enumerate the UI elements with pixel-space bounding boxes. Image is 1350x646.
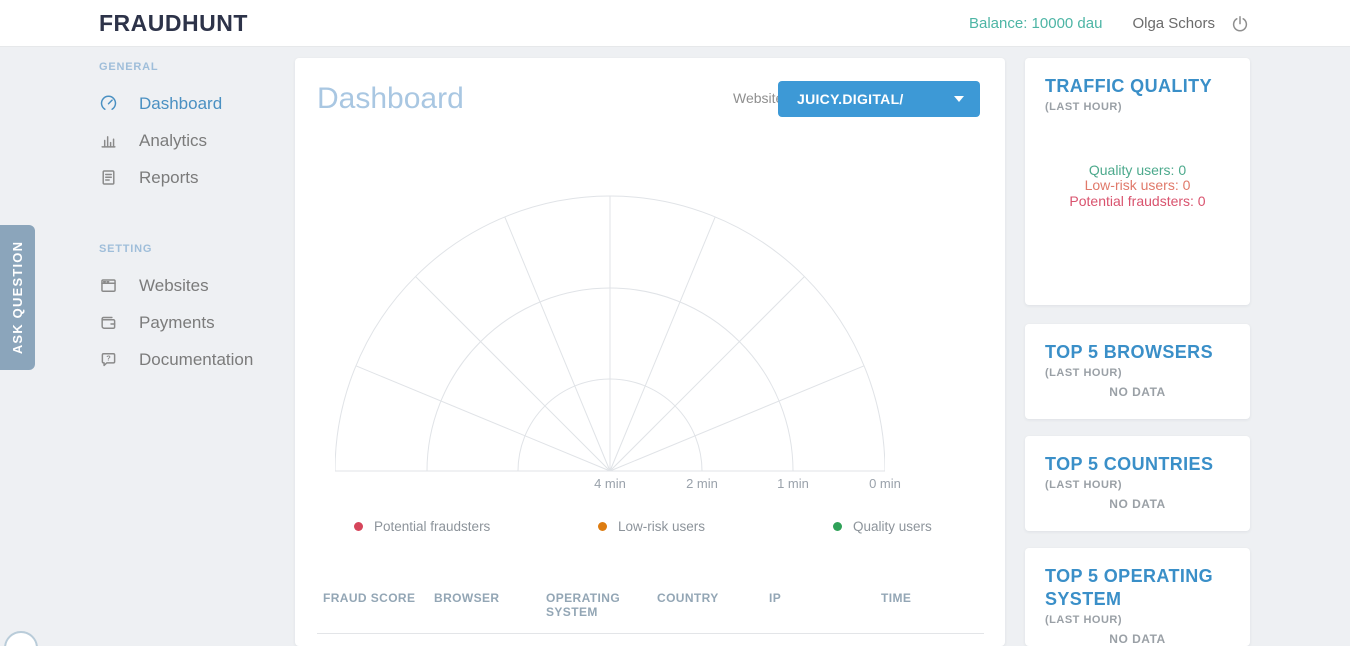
- chat-widget-button[interactable]: [4, 631, 38, 646]
- logout-button[interactable]: [1230, 14, 1250, 34]
- website-selector[interactable]: JUICY.DIGITAL/: [778, 81, 980, 117]
- power-icon: [1232, 15, 1248, 31]
- sidebar-item-documentation[interactable]: ? Documentation: [99, 341, 295, 378]
- bar-chart-icon: [101, 136, 116, 148]
- app-logo: FRAUDHUNT: [99, 10, 248, 36]
- report-icon: [102, 170, 115, 185]
- stat-potential-fraudsters: Potential fraudsters: 0: [1069, 192, 1206, 209]
- sidebar-item-label: Reports: [139, 167, 199, 187]
- radial-tick-label: 2 min: [686, 476, 718, 491]
- no-data-text: NO DATA: [1109, 497, 1166, 511]
- sidebar-item-dashboard[interactable]: Dashboard: [99, 85, 295, 122]
- traffic-quality-stats: Quality users: 0 Low-risk users: 0 Poten…: [1025, 162, 1250, 209]
- question-bubble-icon: ?: [101, 353, 116, 367]
- card-subtitle: (LAST HOUR): [1045, 101, 1122, 113]
- table-header-country: COUNTRY: [657, 591, 719, 605]
- left-sidebar: GENERAL Dashboard Analytics: [99, 47, 295, 378]
- stat-low-risk-users: Low-risk users: 0: [1084, 177, 1191, 194]
- sidebar-item-label: Dashboard: [139, 93, 223, 113]
- sidebar-item-analytics[interactable]: Analytics: [99, 122, 295, 159]
- wallet-icon: [101, 316, 116, 329]
- browser-window-icon: [101, 279, 116, 292]
- table-header-ip: IP: [769, 591, 782, 605]
- card-subtitle: (LAST HOUR): [1045, 479, 1122, 491]
- main-content-card: Dashboard Website JUICY.DIGITAL/: [295, 58, 1005, 646]
- sidebar-item-label: Payments: [139, 312, 215, 332]
- sidebar-section-general: GENERAL Dashboard Analytics: [99, 61, 295, 196]
- top-header: FRAUDHUNT Balance: 10000 dau Olga Schors: [0, 0, 1350, 47]
- top5-browsers-card: TOP 5 BROWSERS (LAST HOUR) NO DATA: [1025, 324, 1250, 419]
- balance-text: Balance: 10000 dau: [969, 15, 1103, 32]
- legend-label: Potential fraudsters: [374, 519, 491, 534]
- legend-dot: [354, 522, 363, 531]
- top5-operating-system-card: TOP 5 OPERATING SYSTEM (LAST HOUR) NO DA…: [1025, 548, 1250, 646]
- speedometer-icon: [100, 95, 117, 110]
- section-title-general: GENERAL: [99, 61, 159, 73]
- page-title: Dashboard: [317, 82, 464, 115]
- svg-text:?: ?: [106, 354, 111, 363]
- legend-item-potential-fraudsters[interactable]: Potential fraudsters: [354, 519, 490, 534]
- sidebar-item-reports[interactable]: Reports: [99, 159, 295, 196]
- website-selector-value: JUICY.DIGITAL/: [797, 91, 904, 107]
- sidebar-item-label: Analytics: [139, 130, 208, 150]
- table-header-fraud-score: FRAUD SCORE: [323, 591, 416, 605]
- legend-label: Quality users: [853, 519, 932, 534]
- table-header-browser: BROWSER: [434, 591, 500, 605]
- sidebar-item-payments[interactable]: Payments: [99, 304, 295, 341]
- stat-quality-users: Quality users: 0: [1088, 162, 1187, 178]
- website-label: Website: [733, 90, 784, 106]
- no-data-text: NO DATA: [1109, 632, 1166, 646]
- legend-item-quality-users[interactable]: Quality users: [833, 519, 932, 534]
- table-header-time: TIME: [881, 591, 912, 605]
- sidebar-item-label: Documentation: [139, 349, 254, 369]
- sidebar-item-websites[interactable]: Websites: [99, 267, 295, 304]
- legend-label: Low-risk users: [618, 519, 706, 534]
- legend-item-low-risk-users[interactable]: Low-risk users: [598, 519, 705, 534]
- card-subtitle: (LAST HOUR): [1045, 367, 1122, 379]
- card-subtitle: (LAST HOUR): [1045, 614, 1122, 626]
- chevron-down-icon: [954, 96, 964, 102]
- sidebar-item-label: Websites: [139, 275, 209, 295]
- card-title: TRAFFIC QUALITY: [1045, 76, 1212, 96]
- table-divider: [317, 633, 984, 634]
- card-title: TOP 5 OPERATING SYSTEM: [1045, 566, 1214, 609]
- user-name[interactable]: Olga Schors: [1132, 15, 1215, 32]
- no-data-text: NO DATA: [1109, 385, 1166, 399]
- radial-tick-label: 4 min: [594, 476, 626, 491]
- table-header-operating-system: OPERATING SYSTEM: [546, 591, 621, 619]
- ask-question-tab[interactable]: ASK QUESTION: [0, 225, 35, 370]
- legend-dot: [833, 522, 842, 531]
- radial-tick-label: 1 min: [777, 476, 809, 491]
- polar-grid: [335, 195, 885, 472]
- header-right: Balance: 10000 dau Olga Schors: [969, 0, 1250, 47]
- ask-question-label: ASK QUESTION: [10, 240, 26, 355]
- top5-countries-card: TOP 5 COUNTRIES (LAST HOUR) NO DATA: [1025, 436, 1250, 531]
- card-title: TOP 5 COUNTRIES: [1045, 454, 1214, 474]
- legend-dot: [598, 522, 607, 531]
- traffic-quality-card: TRAFFIC QUALITY (LAST HOUR) Quality user…: [1025, 58, 1250, 305]
- radial-tick-label: 0 min: [869, 476, 901, 491]
- polar-chart: [335, 195, 885, 472]
- sidebar-section-setting: SETTING Websites Payments: [99, 243, 295, 378]
- section-title-setting: SETTING: [99, 243, 153, 255]
- card-title: TOP 5 BROWSERS: [1045, 342, 1213, 362]
